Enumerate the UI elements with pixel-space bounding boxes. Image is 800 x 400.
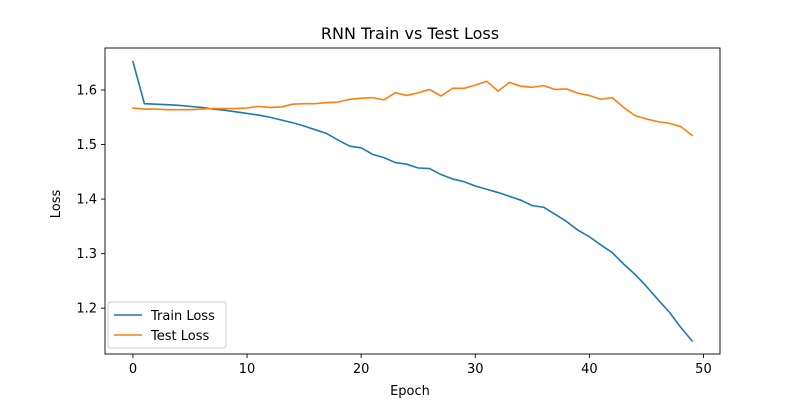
chart-title: RNN Train vs Test Loss <box>321 24 499 43</box>
legend-label: Train Loss <box>150 309 215 324</box>
series-line-test-loss <box>132 80 694 137</box>
y-tick-label: 1.6 <box>76 84 97 99</box>
x-axis-title: Epoch <box>390 384 430 399</box>
y-tick-label: 1.5 <box>76 138 97 153</box>
x-tick-label: 50 <box>695 362 712 377</box>
axes: 0 10 20 30 40 50 1.2 1.3 1.4 1.5 1.6 <box>76 47 721 377</box>
x-tick-label: 40 <box>581 362 598 377</box>
x-tick-label: 20 <box>353 362 370 377</box>
legend: Train Loss Test Loss <box>107 301 227 349</box>
plot-area <box>131 60 694 343</box>
y-axis-title: Loss <box>49 190 64 219</box>
plot-frame <box>104 47 721 355</box>
y-tick-label: 1.2 <box>76 302 97 317</box>
y-tick-label: 1.4 <box>76 193 97 208</box>
legend-box <box>107 301 227 349</box>
x-tick-label: 30 <box>467 362 484 377</box>
series-line-train-loss <box>131 60 694 343</box>
y-tick-label: 1.3 <box>76 247 97 262</box>
legend-label: Test Loss <box>150 329 209 344</box>
x-tick-label: 10 <box>239 362 256 377</box>
x-tick-label: 0 <box>129 362 137 377</box>
